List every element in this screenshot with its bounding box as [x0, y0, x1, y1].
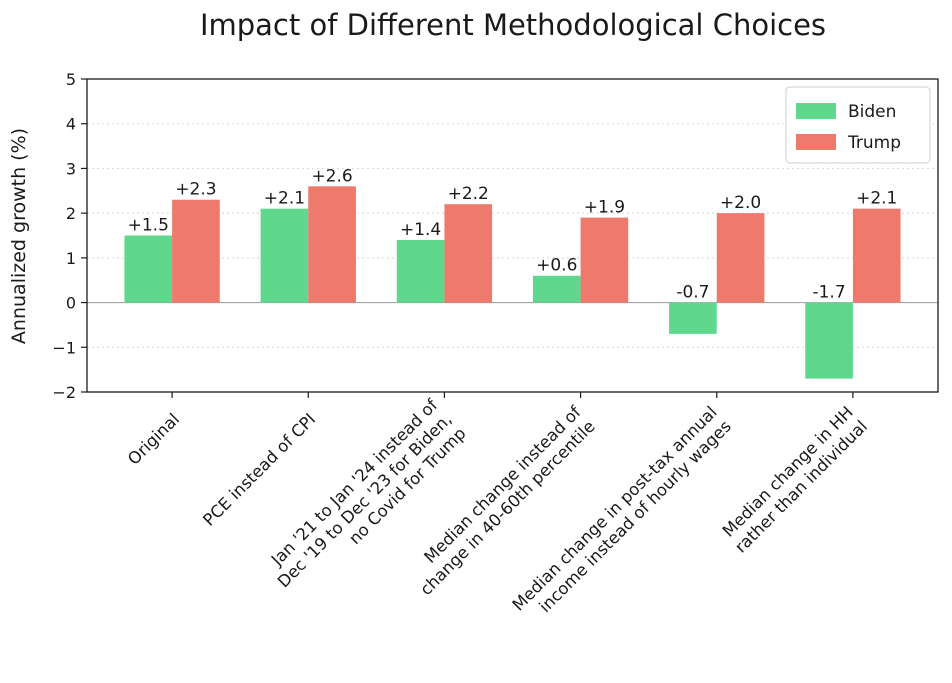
x-tick-label-line: Original — [124, 410, 183, 469]
bar-biden — [396, 239, 445, 303]
legend-label-trump: Trump — [847, 133, 901, 153]
y-tick-label: −1 — [52, 338, 76, 357]
legend-swatch-trump — [796, 134, 836, 150]
data-label-trump: +2.2 — [448, 184, 489, 204]
legend-swatch-biden — [796, 103, 836, 119]
y-tick-label: 5 — [66, 70, 76, 89]
data-label-biden: +0.6 — [536, 256, 577, 276]
data-label-biden: -0.7 — [676, 283, 709, 303]
bar-biden — [260, 208, 309, 303]
y-axis-label: Annualized growth (%) — [8, 128, 30, 344]
data-label-trump: +2.3 — [175, 180, 216, 200]
y-tick-label: 2 — [66, 204, 76, 223]
axes-frame — [86, 78, 939, 393]
data-label-trump: +1.9 — [584, 198, 625, 218]
plot-area: −2 −1 0 1 2 3 4 5 +1.5 +2.1 +1.4 +0.6 -0.7 -1.7 +2.3 +2… — [52, 70, 939, 616]
bar-trump — [852, 208, 901, 303]
legend-label-biden: Biden — [848, 102, 896, 122]
y-tick-label: 1 — [66, 249, 76, 268]
y-tick-label: 0 — [66, 294, 76, 313]
data-label-trump: +2.1 — [856, 189, 897, 209]
bar-trump — [580, 217, 629, 303]
x-tick-label-line: Median change in HH — [719, 403, 857, 541]
y-tick-label: −2 — [52, 383, 76, 402]
bar-trump — [308, 186, 356, 303]
bar-biden — [805, 302, 853, 379]
bar-trump — [444, 204, 493, 303]
x-tick-label: PCE instead of CPI — [199, 410, 319, 530]
chart-title: Impact of Different Methodological Choic… — [200, 8, 826, 42]
data-label-biden: +2.1 — [264, 189, 305, 209]
bar-trump — [716, 213, 765, 303]
x-tick-label-line: PCE instead of CPI — [199, 410, 319, 530]
bar-biden — [532, 275, 581, 303]
x-tick-label-line: rather than individual — [731, 417, 871, 557]
bar-trump — [172, 199, 220, 303]
data-label-trump: +2.6 — [311, 166, 352, 186]
bar-biden — [669, 302, 717, 334]
data-label-biden: +1.5 — [128, 216, 169, 236]
data-label-trump: +2.0 — [720, 193, 761, 213]
data-label-biden: -1.7 — [812, 283, 845, 303]
data-label-biden: +1.4 — [400, 220, 441, 240]
bar-biden — [124, 235, 173, 303]
x-tick-label: Median change in HHrather than individua… — [717, 403, 871, 557]
y-tick-label: 4 — [66, 115, 76, 134]
y-tick-label: 3 — [66, 159, 76, 178]
x-tick-label: Original — [124, 410, 183, 469]
